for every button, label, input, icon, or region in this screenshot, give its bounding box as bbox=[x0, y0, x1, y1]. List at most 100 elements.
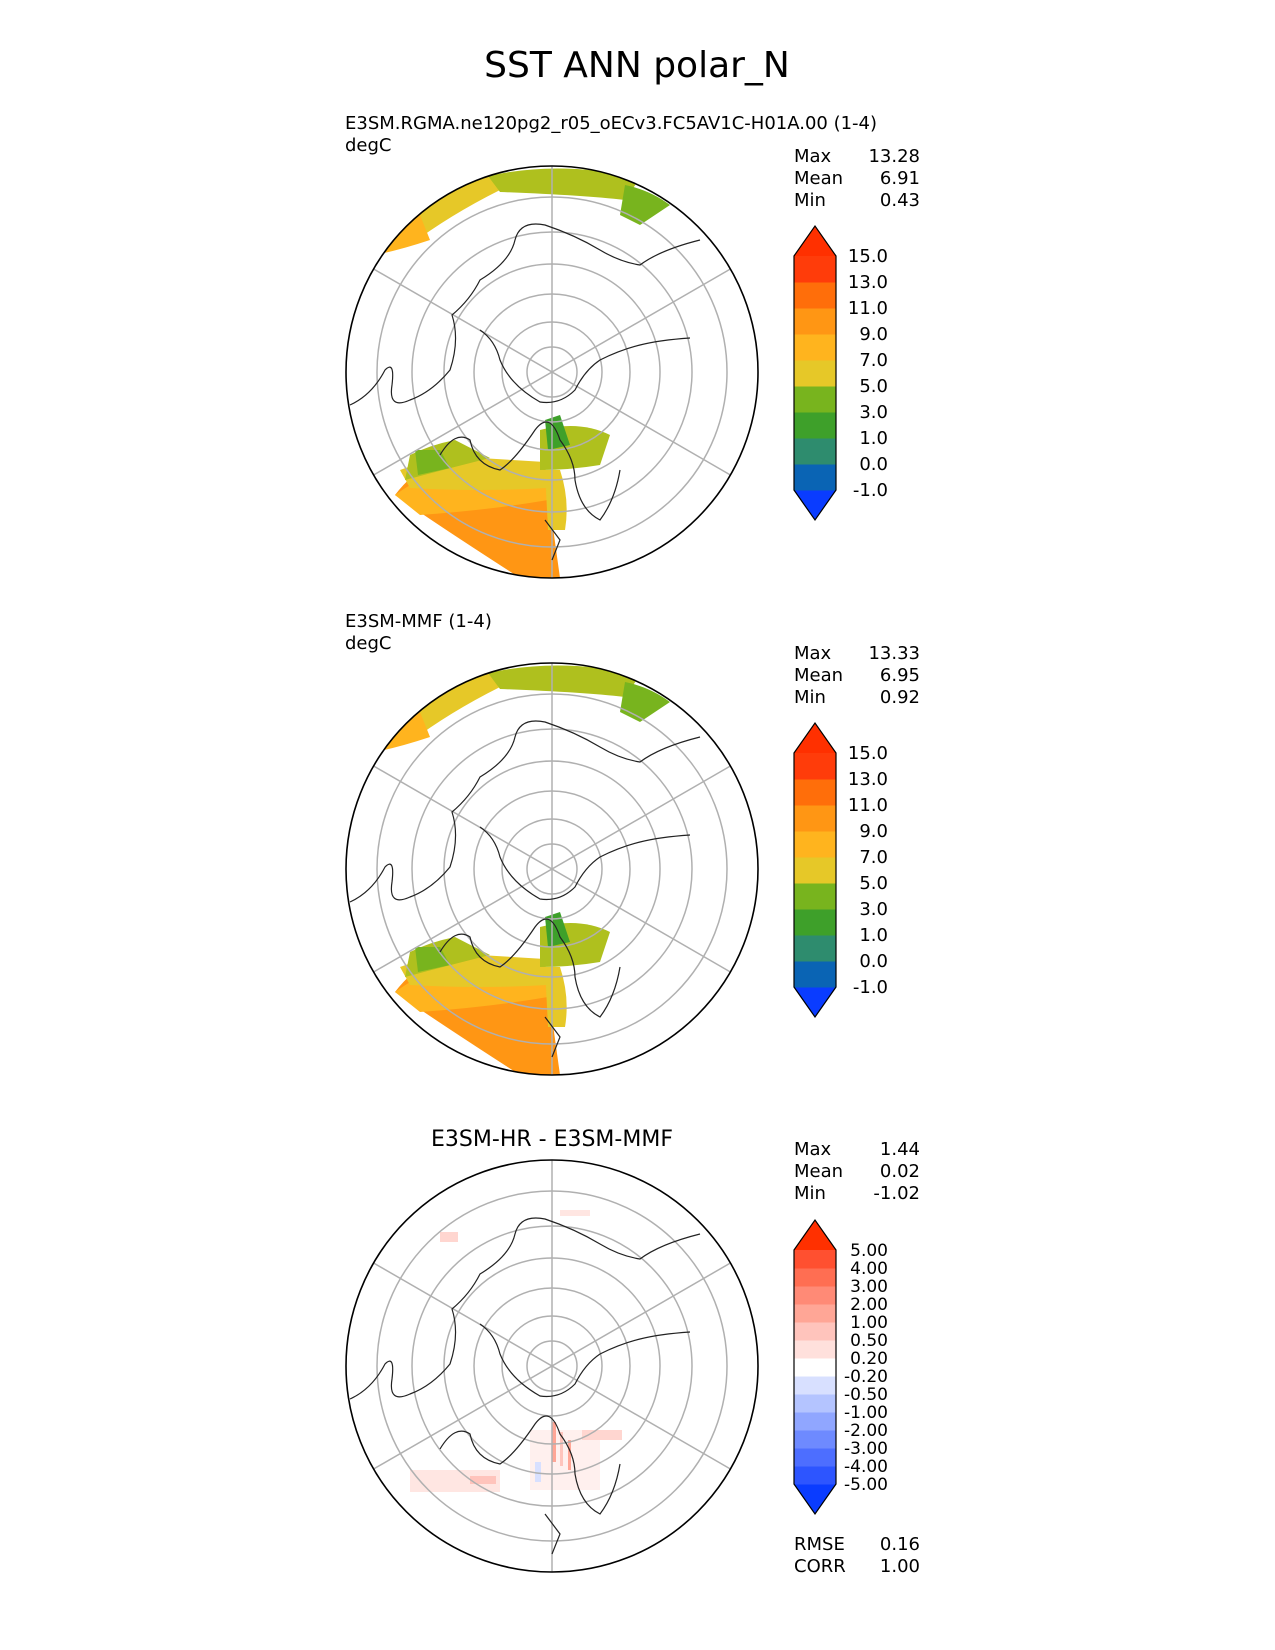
stat-max-label: Max bbox=[794, 146, 832, 167]
colorbar-bin bbox=[794, 1376, 836, 1395]
colorbar-bin bbox=[794, 1430, 836, 1449]
colorbar-bin bbox=[794, 1304, 836, 1323]
stat-max-label: Max bbox=[794, 1139, 832, 1160]
colorbar-tick-label: 13.0 bbox=[848, 272, 888, 293]
colorbar-bin bbox=[794, 1268, 836, 1287]
stat-min-label: Min bbox=[794, 687, 826, 708]
diff-patch bbox=[568, 1440, 571, 1470]
stat-min-label: Min bbox=[794, 1183, 826, 1204]
panel-units: degC bbox=[345, 135, 392, 156]
colorbar-tick-label: 5.0 bbox=[859, 873, 888, 894]
colorbar-bin bbox=[794, 961, 836, 988]
colorbar-tick-label: 15.0 bbox=[848, 246, 888, 267]
sst-region bbox=[415, 450, 450, 475]
sst-region bbox=[545, 967, 567, 1027]
polar-grid bbox=[373, 166, 731, 578]
diff-patch bbox=[440, 1232, 458, 1242]
map-boundary bbox=[345, 662, 759, 1076]
land-outline bbox=[349, 1217, 701, 1555]
colorbar-tick-label: -0.50 bbox=[844, 1385, 888, 1405]
stats-block: Max 13.33 Mean 6.95 Min 0.92 bbox=[794, 643, 920, 708]
colorbar-tick-label: 4.00 bbox=[850, 1259, 888, 1279]
panel-units: degC bbox=[345, 633, 392, 654]
colorbar-bin bbox=[794, 464, 836, 491]
polar-grid bbox=[373, 663, 731, 1075]
polar-grid bbox=[373, 1160, 731, 1572]
colorbar-tick-label: 1.0 bbox=[859, 925, 888, 946]
colorbar-tick-label: 0.0 bbox=[859, 454, 888, 475]
corr-label: CORR bbox=[794, 1556, 846, 1577]
colorbar-bin bbox=[794, 386, 836, 413]
colorbar-bin bbox=[794, 1322, 836, 1341]
sst-field bbox=[370, 665, 670, 1075]
colorbar-bin bbox=[794, 256, 836, 283]
diff-patch bbox=[410, 1470, 500, 1492]
colorbar-tick-label: 5.00 bbox=[850, 1241, 888, 1261]
diff-patch bbox=[582, 1430, 622, 1440]
metrics-block: RMSE 0.16 CORR 1.00 bbox=[794, 1534, 920, 1577]
colorbar-tick-label: 7.0 bbox=[859, 350, 888, 371]
stat-max-value: 13.28 bbox=[868, 146, 920, 167]
colorbar-bin bbox=[794, 1250, 836, 1269]
colorbar-tick-label: -1.00 bbox=[844, 1403, 888, 1423]
sst-field bbox=[370, 168, 670, 578]
stat-min-value: 0.92 bbox=[880, 687, 920, 708]
colorbar-bin bbox=[794, 831, 836, 858]
sst-region bbox=[620, 682, 670, 722]
colorbar-tick-label: 9.0 bbox=[859, 324, 888, 345]
colorbar-bin bbox=[794, 1448, 836, 1467]
land-outline bbox=[349, 720, 701, 1058]
sst-region bbox=[415, 947, 450, 972]
colorbar-tick-label: 15.0 bbox=[848, 743, 888, 764]
colorbar-tick-label: 0.20 bbox=[850, 1349, 888, 1369]
colorbar-tick-label: -5.00 bbox=[844, 1475, 888, 1495]
colorbar-outline bbox=[793, 1218, 837, 1516]
colorbar-tick-label: -1.0 bbox=[853, 480, 888, 501]
rmse-value: 0.16 bbox=[880, 1534, 920, 1555]
figure-title: SST ANN polar_N bbox=[484, 45, 790, 86]
panel-reference: E3SM-MMF (1-4) degC bbox=[345, 611, 920, 1076]
diff-field bbox=[410, 1210, 622, 1492]
stat-min-value: -1.02 bbox=[873, 1183, 920, 1204]
stat-mean-value: 6.95 bbox=[880, 665, 920, 686]
stat-min-label: Min bbox=[794, 190, 826, 211]
colorbar-tick-label: 13.0 bbox=[848, 769, 888, 790]
colorbar-tick-label: -4.00 bbox=[844, 1457, 888, 1477]
panel-title: E3SM-MMF (1-4) bbox=[345, 611, 492, 632]
colorbar-bin bbox=[794, 883, 836, 910]
stat-mean-label: Mean bbox=[794, 168, 843, 189]
colorbar-bin bbox=[794, 438, 836, 465]
colorbar-tick-label: -1.0 bbox=[853, 977, 888, 998]
colorbar-tick-label: 11.0 bbox=[848, 795, 888, 816]
land-outline bbox=[349, 223, 701, 561]
colorbar-extend-min bbox=[794, 987, 836, 1017]
stat-max-value: 13.33 bbox=[868, 643, 920, 664]
colorbar-bin bbox=[794, 1466, 836, 1485]
diff-patch bbox=[552, 1422, 556, 1462]
stat-max-value: 1.44 bbox=[880, 1139, 920, 1160]
colorbar-tick-label: 0.0 bbox=[859, 951, 888, 972]
colorbar-bin bbox=[794, 308, 836, 335]
colorbar-tick-label: 1.0 bbox=[859, 428, 888, 449]
rmse-label: RMSE bbox=[794, 1534, 845, 1555]
sst-region bbox=[488, 168, 640, 200]
colorbar-tick-label: -3.00 bbox=[844, 1439, 888, 1459]
colorbar-tick-label: 3.0 bbox=[859, 899, 888, 920]
colorbar-bin bbox=[794, 909, 836, 936]
panel-title: E3SM.RGMA.ne120pg2_r05_oECv3.FC5AV1C-H01… bbox=[345, 113, 877, 134]
colorbar-extend-min bbox=[794, 1484, 836, 1514]
diff-patch bbox=[560, 1210, 590, 1216]
colorbar: -5.00-4.00-3.00-2.00-1.00-0.50-0.200.200… bbox=[793, 1218, 888, 1516]
stat-mean-label: Mean bbox=[794, 665, 843, 686]
map-boundary bbox=[345, 1159, 759, 1573]
colorbar-tick-label: -2.00 bbox=[844, 1421, 888, 1441]
colorbar-bin bbox=[794, 412, 836, 439]
corr-value: 1.00 bbox=[880, 1556, 920, 1577]
colorbar-bin bbox=[794, 753, 836, 780]
colorbar-tick-label: 9.0 bbox=[859, 821, 888, 842]
colorbar-tick-label: 7.0 bbox=[859, 847, 888, 868]
diff-patch bbox=[535, 1462, 541, 1482]
stat-mean-label: Mean bbox=[794, 1161, 843, 1182]
map-boundary bbox=[345, 165, 759, 579]
colorbar-tick-label: 2.00 bbox=[850, 1295, 888, 1315]
